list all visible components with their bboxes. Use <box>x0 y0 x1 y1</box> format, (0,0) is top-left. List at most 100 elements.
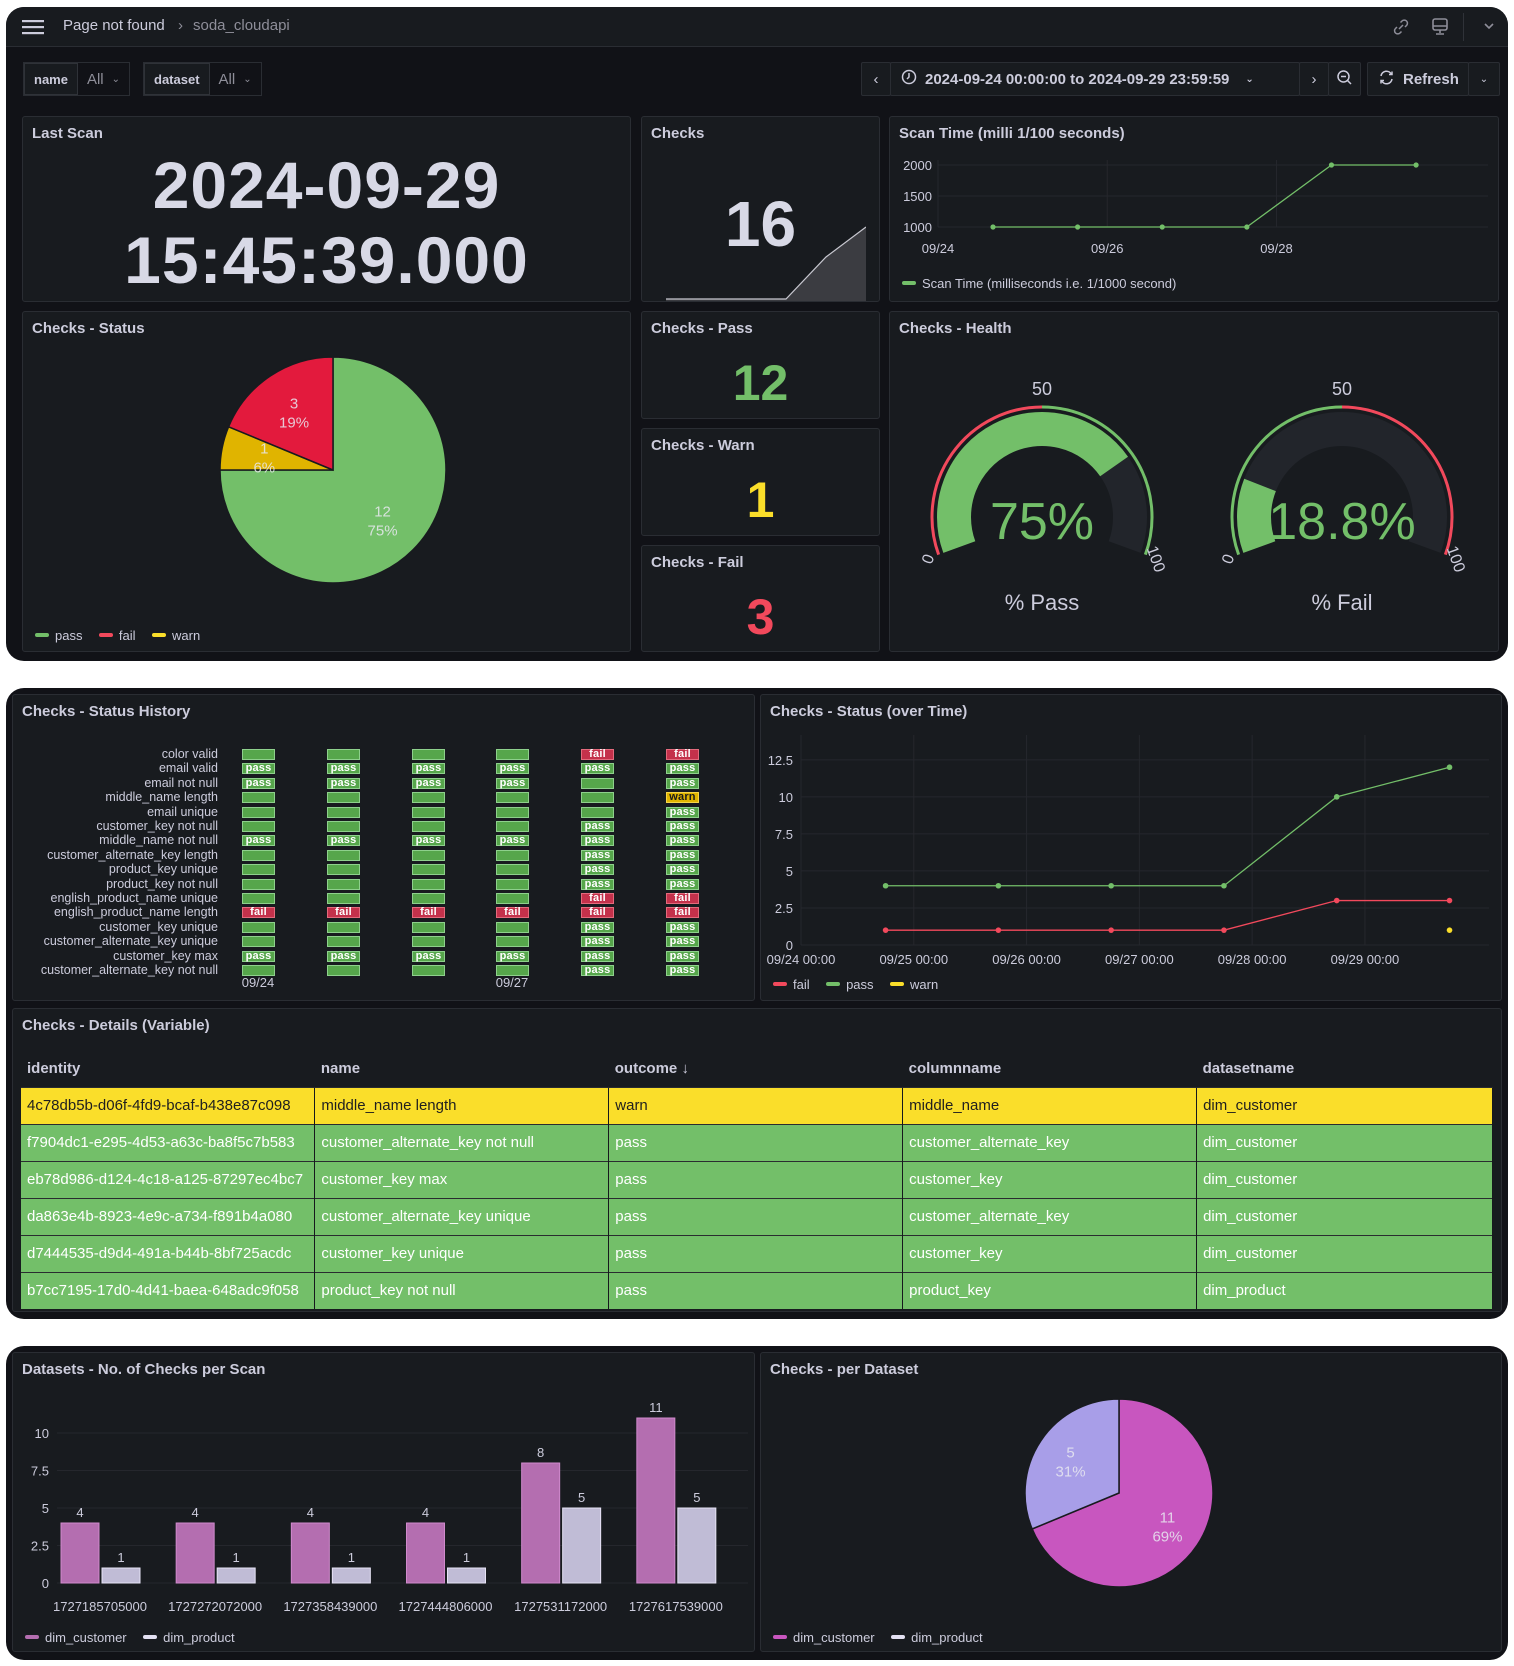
history-cell-pass[interactable]: pass <box>581 878 614 890</box>
table-row[interactable]: da863e4b-8923-4e9c-a734-f891b4a080 custom… <box>21 1197 1493 1235</box>
history-cell-fail[interactable]: fail <box>666 893 699 904</box>
history-cell-pass[interactable] <box>581 806 614 818</box>
table-row[interactable]: eb78d986-d124-4c18-a125-87297ec4bc7 custo… <box>21 1160 1493 1198</box>
history-cell-pass[interactable]: pass <box>242 950 275 962</box>
history-cell-pass[interactable] <box>412 806 445 818</box>
history-cell-pass[interactable]: pass <box>666 821 699 832</box>
legend-item-fail[interactable]: fail <box>773 977 810 992</box>
history-cell-pass[interactable] <box>581 792 614 804</box>
history-cell-pass[interactable]: pass <box>327 763 360 775</box>
history-cell-pass[interactable]: pass <box>666 950 699 962</box>
history-cell-pass[interactable]: pass <box>666 849 699 861</box>
legend-item-dim-customer[interactable]: dim_customer <box>773 1630 875 1645</box>
history-cell-pass[interactable] <box>496 878 529 890</box>
history-cell-pass[interactable] <box>242 878 275 890</box>
history-cell-pass[interactable] <box>412 849 445 861</box>
history-cell-pass[interactable] <box>327 921 360 933</box>
tv-icon[interactable] <box>1431 17 1449 42</box>
breadcrumb-parent[interactable]: Page not found <box>63 17 165 34</box>
menu-icon[interactable] <box>22 19 44 35</box>
history-cell-pass[interactable] <box>242 893 275 904</box>
history-cell-pass[interactable] <box>496 749 529 760</box>
history-cell-pass[interactable] <box>242 921 275 933</box>
history-cell-pass[interactable] <box>412 792 445 804</box>
column-header-columnname[interactable]: columnname <box>908 1060 1002 1078</box>
history-cell-pass[interactable] <box>327 936 360 948</box>
history-cell-pass[interactable] <box>242 792 275 804</box>
table-row[interactable]: b7cc7195-17d0-4d41-baea-648adc9f058 produ… <box>21 1271 1493 1309</box>
link-icon[interactable] <box>1392 18 1410 41</box>
history-cell-fail[interactable]: fail <box>496 907 529 919</box>
legend-item-pass[interactable]: pass <box>35 628 82 643</box>
history-cell-pass[interactable]: pass <box>581 821 614 832</box>
history-cell-pass[interactable]: pass <box>242 835 275 847</box>
history-cell-pass[interactable]: pass <box>581 921 614 933</box>
history-cell-pass[interactable]: pass <box>666 878 699 890</box>
history-cell-pass[interactable]: pass <box>666 864 699 876</box>
column-header-datasetname[interactable]: datasetname <box>1202 1060 1295 1078</box>
history-cell-pass[interactable] <box>327 821 360 832</box>
history-cell-pass[interactable]: pass <box>581 965 614 976</box>
legend-item-warn[interactable]: warn <box>152 628 200 643</box>
history-cell-fail[interactable]: fail <box>412 907 445 919</box>
history-cell-pass[interactable] <box>242 821 275 832</box>
history-cell-pass[interactable]: pass <box>581 936 614 948</box>
history-cell-pass[interactable]: pass <box>242 763 275 775</box>
history-cell-pass[interactable]: pass <box>412 835 445 847</box>
history-cell-pass[interactable] <box>412 921 445 933</box>
history-cell-pass[interactable]: pass <box>666 835 699 847</box>
history-cell-fail[interactable]: fail <box>242 907 275 919</box>
zoom-out-button[interactable] <box>1328 62 1361 96</box>
legend-item-fail[interactable]: fail <box>98 628 136 643</box>
time-back-button[interactable]: ‹ <box>861 62 891 96</box>
history-cell-pass[interactable]: pass <box>581 835 614 847</box>
history-cell-pass[interactable]: pass <box>581 864 614 876</box>
refresh-interval-dropdown[interactable]: ⌄ <box>1468 62 1500 96</box>
variable-dataset[interactable]: dataset All ⌄ <box>143 62 262 96</box>
history-cell-pass[interactable] <box>327 893 360 904</box>
table-row[interactable]: d7444535-d9d4-491a-b44b-8bf725acdc custom… <box>21 1234 1493 1272</box>
history-cell-fail[interactable]: fail <box>581 907 614 919</box>
chevron-down-icon[interactable] <box>1482 19 1496 38</box>
history-cell-pass[interactable] <box>412 878 445 890</box>
history-cell-pass[interactable] <box>412 893 445 904</box>
history-cell-pass[interactable]: pass <box>242 777 275 789</box>
table-row[interactable]: f7904dc1-e295-4d53-a63c-ba8f5c7b583 custo… <box>21 1123 1493 1161</box>
legend-item-dim-product[interactable]: dim_product <box>143 1630 235 1645</box>
history-cell-warn[interactable]: warn <box>666 792 699 804</box>
history-cell-pass[interactable]: pass <box>666 777 699 789</box>
history-cell-pass[interactable] <box>412 936 445 948</box>
history-cell-fail[interactable]: fail <box>581 893 614 904</box>
history-cell-pass[interactable] <box>327 864 360 876</box>
history-cell-pass[interactable] <box>242 936 275 948</box>
history-cell-pass[interactable] <box>242 864 275 876</box>
history-cell-pass[interactable]: pass <box>666 921 699 933</box>
history-cell-pass[interactable] <box>496 936 529 948</box>
history-cell-pass[interactable]: pass <box>327 835 360 847</box>
history-cell-pass[interactable]: pass <box>496 950 529 962</box>
history-cell-pass[interactable] <box>327 849 360 861</box>
column-header-name[interactable]: name <box>320 1060 361 1078</box>
history-cell-pass[interactable] <box>496 965 529 976</box>
column-header-identity[interactable]: identity <box>27 1060 81 1078</box>
history-cell-pass[interactable] <box>327 749 360 760</box>
history-cell-pass[interactable] <box>327 806 360 818</box>
history-cell-pass[interactable] <box>496 893 529 904</box>
history-cell-pass[interactable] <box>242 806 275 818</box>
history-cell-fail[interactable]: fail <box>666 749 699 760</box>
legend-item-pass[interactable]: pass <box>826 977 874 992</box>
table-row[interactable]: 4c78db5b-d06f-4fd9-bcaf-b438e87c098 middl… <box>21 1086 1493 1124</box>
history-cell-pass[interactable]: pass <box>327 777 360 789</box>
refresh-button[interactable]: Refresh <box>1367 62 1469 96</box>
history-cell-pass[interactable]: pass <box>666 965 699 976</box>
history-cell-pass[interactable] <box>242 849 275 861</box>
column-header-outcome[interactable]: outcome ↓ <box>614 1060 689 1078</box>
history-cell-pass[interactable]: pass <box>412 777 445 789</box>
legend-item-scan-time[interactable]: Scan Time (milliseconds i.e. 1/1000 seco… <box>902 276 1176 291</box>
legend-item-dim-product[interactable]: dim_product <box>891 1630 983 1645</box>
history-cell-pass[interactable]: pass <box>581 849 614 861</box>
history-cell-pass[interactable] <box>496 821 529 832</box>
history-cell-pass[interactable]: pass <box>496 763 529 775</box>
time-forward-button[interactable]: › <box>1299 62 1329 96</box>
history-cell-pass[interactable]: pass <box>581 763 614 775</box>
